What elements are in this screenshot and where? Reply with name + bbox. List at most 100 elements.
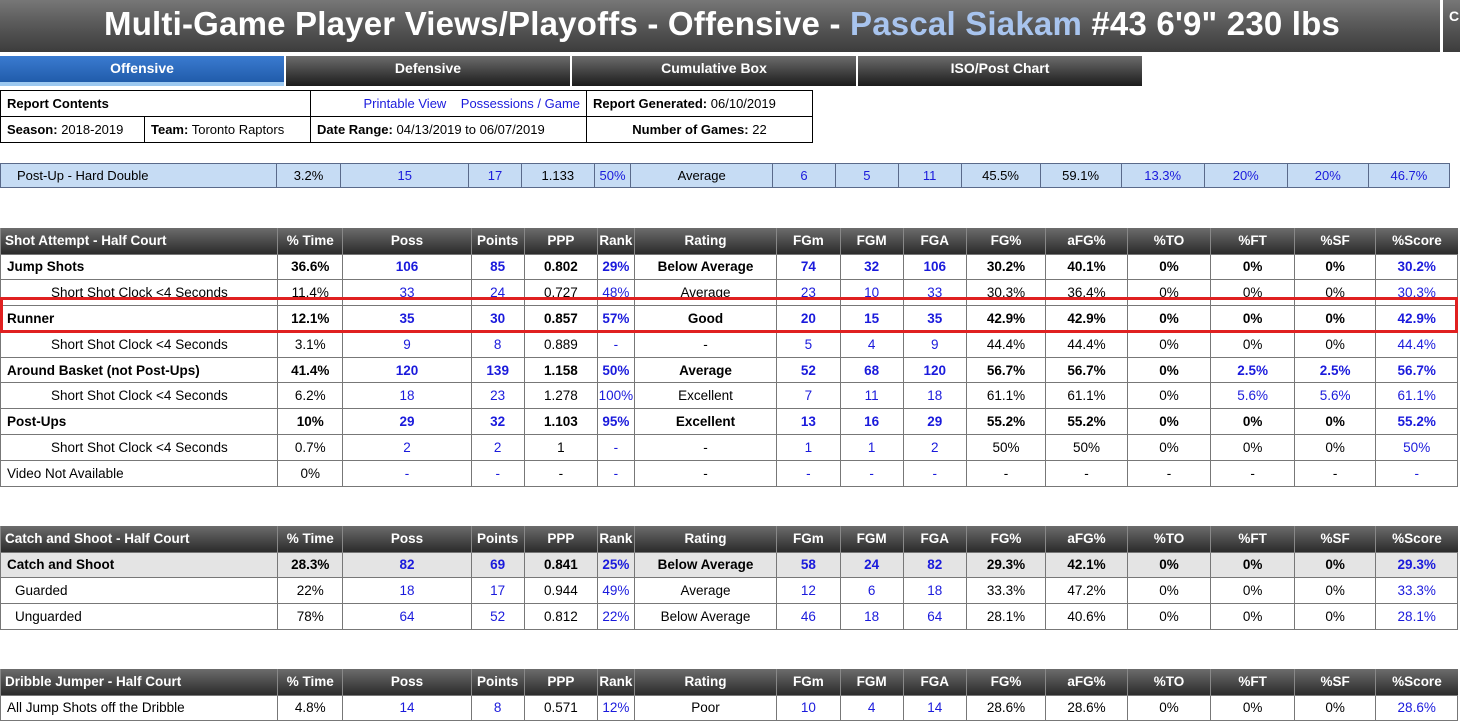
column-header[interactable]: FGM xyxy=(839,526,904,552)
table-cell: - xyxy=(597,330,635,358)
column-header[interactable]: FG% xyxy=(965,228,1046,254)
column-header[interactable]: Points xyxy=(470,526,525,552)
column-header[interactable]: Rating xyxy=(633,669,777,695)
column-header[interactable]: FG% xyxy=(965,669,1046,695)
tab-cumulative-box[interactable]: Cumulative Box xyxy=(572,56,856,86)
column-header[interactable]: aFG% xyxy=(1045,669,1128,695)
column-header[interactable]: %SF xyxy=(1293,526,1376,552)
table-row[interactable]: Short Shot Clock <4 Seconds 3.1% 9 8 0.889- -… xyxy=(0,330,1458,358)
tab-defensive[interactable]: Defensive xyxy=(286,56,570,86)
column-header[interactable]: aFG% xyxy=(1045,228,1128,254)
column-header[interactable]: FGA xyxy=(902,526,967,552)
column-header[interactable]: % Time xyxy=(277,669,343,695)
tab-iso-post-chart[interactable]: ISO/Post Chart xyxy=(858,56,1142,86)
column-header[interactable]: Points xyxy=(470,669,525,695)
report-contents-label: Report Contents xyxy=(7,96,109,111)
table-cell: 40.1% xyxy=(1045,253,1128,281)
table-cell: 35 xyxy=(902,305,967,332)
column-header[interactable]: %TO xyxy=(1126,526,1211,552)
column-header[interactable]: FGM xyxy=(839,228,904,254)
column-header[interactable]: %TO xyxy=(1126,228,1211,254)
column-header[interactable]: %SF xyxy=(1293,669,1376,695)
summary-row[interactable]: Post-Up - Hard Double 3.2% 15 17 1.133 5… xyxy=(0,163,1451,188)
column-header[interactable]: %FT xyxy=(1210,526,1295,552)
column-header[interactable]: FGM xyxy=(839,669,904,695)
column-header[interactable]: Rating xyxy=(633,526,777,552)
tab-offensive[interactable]: Offensive xyxy=(0,56,284,86)
table-cell: 0% xyxy=(1293,603,1377,630)
team-label: Team: xyxy=(151,122,189,137)
column-header[interactable]: Poss xyxy=(342,669,472,695)
table-row[interactable]: Short Shot Clock <4 Seconds 0.7% 2 2 1- -1 1 2 5… xyxy=(0,434,1458,461)
table-row[interactable]: Short Shot Clock <4 Seconds 6.2% 18 23 1.278… xyxy=(0,382,1458,410)
post-up-hard-double-summary: Post-Up - Hard Double 3.2% 15 17 1.133 5… xyxy=(0,163,1451,188)
table-row[interactable]: Jump Shots 36.6% 106 85 0.802 29% Below Averag… xyxy=(0,253,1458,281)
table-cell: 61.1% xyxy=(1375,382,1458,410)
table-cell: 106 xyxy=(902,253,967,281)
column-header[interactable]: FGA xyxy=(902,669,967,695)
table-cell: 50% xyxy=(597,356,635,384)
table-cell: - xyxy=(1210,459,1295,487)
table-cell: 18 xyxy=(342,577,472,605)
column-header[interactable]: %TO xyxy=(1126,669,1211,695)
column-header[interactable]: aFG% xyxy=(1045,526,1128,552)
column-header[interactable]: FG% xyxy=(965,526,1046,552)
table-cell: 0% xyxy=(1126,382,1212,410)
column-header[interactable]: % Time xyxy=(277,526,343,552)
possessions-per-game-link[interactable]: Possessions / Game xyxy=(460,96,580,111)
table-cell: 3.1% xyxy=(277,330,344,358)
column-header[interactable]: PPP xyxy=(523,228,598,254)
player-name: Pascal Siakam xyxy=(850,5,1082,42)
column-header[interactable]: % Time xyxy=(277,228,343,254)
column-header[interactable]: %Score xyxy=(1375,228,1458,254)
table-cell: 28.1% xyxy=(965,603,1047,630)
table-row[interactable]: Catch and Shoot 28.3% 82 69 0.841 25% Below Av… xyxy=(0,551,1458,579)
column-header[interactable]: Points xyxy=(470,228,525,254)
table-row[interactable]: Unguarded 78% 64 52 0.812 22% Below Average 46 1… xyxy=(0,603,1458,630)
table-row[interactable]: Video Not Available 0% - - - - - - - - - - - - - - xyxy=(0,459,1458,487)
table-cell: 139 xyxy=(470,356,525,384)
table-row[interactable]: All Jump Shots off the Dribble 4.8% 14 8 0.5… xyxy=(0,694,1458,722)
column-header[interactable]: Poss xyxy=(342,526,472,552)
player-details: #43 6'9" 230 lbs xyxy=(1082,5,1341,42)
column-header[interactable]: Rank xyxy=(597,228,635,254)
column-header[interactable]: FGm xyxy=(776,228,840,254)
table-row[interactable]: Short Shot Clock <4 Seconds 11.4% 33 24 0.72… xyxy=(0,279,1458,307)
dribble-jumper-table: Dribble Jumper - Half Court% Time Poss Poi… xyxy=(0,669,1458,722)
column-header[interactable]: %Score xyxy=(1375,526,1458,552)
column-header[interactable]: PPP xyxy=(523,526,598,552)
column-header[interactable]: FGm xyxy=(776,526,840,552)
summary-cell: 45.5% xyxy=(960,163,1041,188)
table-cell: 2 xyxy=(470,434,525,461)
table-row[interactable]: Post-Ups 10% 29 32 1.103 95% Excellent 13 16 29 55… xyxy=(0,408,1458,436)
row-label: Post-Ups xyxy=(0,408,279,436)
table-cell: 44.4% xyxy=(1045,330,1128,358)
column-header[interactable]: FGm xyxy=(776,669,840,695)
table-cell: 82 xyxy=(902,551,967,579)
column-header[interactable]: FGA xyxy=(902,228,967,254)
table-cell: - xyxy=(839,459,904,487)
table-row[interactable]: Guarded 22% 18 17 0.944 49% Average 12 6 18 33.3% 4… xyxy=(0,577,1458,605)
edge-icon[interactable]: C xyxy=(1440,0,1460,52)
table-cell: 64 xyxy=(342,603,472,630)
column-header[interactable]: Poss xyxy=(342,228,472,254)
table-cell: 64 xyxy=(902,603,967,630)
column-header[interactable]: Rank xyxy=(597,526,635,552)
column-header[interactable]: PPP xyxy=(523,669,598,695)
row-label: Around Basket (not Post-Ups) xyxy=(0,356,279,384)
table-row[interactable]: Around Basket (not Post-Ups) 41.4% 120 139 1… xyxy=(0,356,1458,384)
column-header[interactable]: Rank xyxy=(597,669,635,695)
printable-view-link[interactable]: Printable View xyxy=(363,96,447,111)
table-cell: Excellent xyxy=(633,382,778,410)
column-header[interactable]: Rating xyxy=(633,228,777,254)
table-cell: 74 xyxy=(776,253,841,281)
table-cell: 57% xyxy=(597,305,635,332)
column-header[interactable]: %SF xyxy=(1293,228,1376,254)
table-cell: 0% xyxy=(1126,253,1212,281)
table-row[interactable]: Runner 12.1% 35 30 0.857 57% Good 20 15 35 42.9% 42… xyxy=(0,305,1458,332)
column-header[interactable]: %FT xyxy=(1210,228,1295,254)
column-header[interactable]: %FT xyxy=(1210,669,1295,695)
table-cell: 33 xyxy=(342,279,472,307)
column-header[interactable]: %Score xyxy=(1375,669,1458,695)
table-cell: 2 xyxy=(902,434,967,461)
